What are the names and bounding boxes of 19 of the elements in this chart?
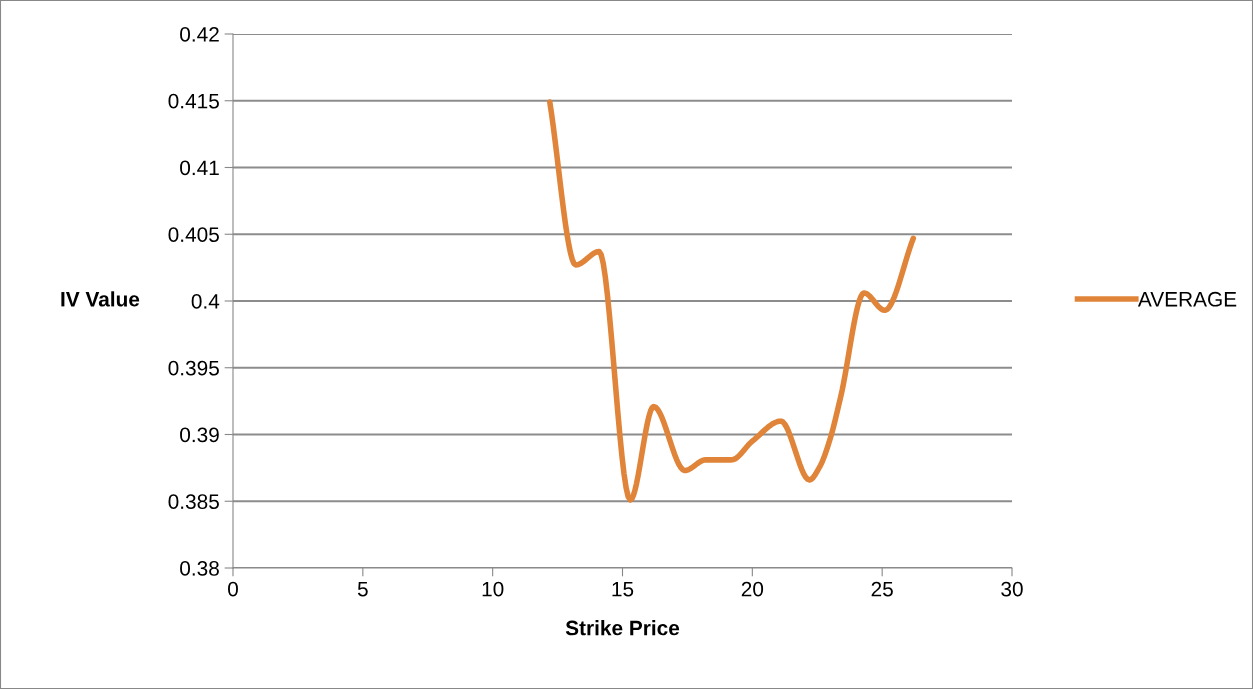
x-tick-label: 5	[357, 581, 368, 597]
x-axis-title: Strike Price	[565, 620, 680, 636]
legend-label: AVERAGE	[1137, 291, 1237, 307]
y-tick-label: 0.41	[180, 160, 219, 176]
y-axis-title: IV Value	[61, 291, 140, 307]
y-tick-label: 0.39	[180, 427, 219, 443]
y-tick-label: 0.385	[168, 494, 219, 509]
y-tick-label: 0.415	[168, 93, 219, 109]
x-tick-label: 25	[871, 581, 893, 597]
y-tick-label: 0.405	[168, 227, 219, 242]
x-tick-label: 10	[482, 581, 504, 597]
x-tick-label: 20	[741, 581, 764, 597]
x-tick-label: 0	[228, 581, 238, 597]
x-tick-label: 30	[1001, 581, 1023, 597]
y-tick-label: 0.42	[180, 27, 219, 42]
y-tick-label: 0.38	[180, 561, 219, 576]
y-tick-label: 0.4	[191, 294, 220, 309]
x-tick-label: 15	[612, 581, 634, 597]
y-tick-label: 0.395	[168, 360, 219, 376]
